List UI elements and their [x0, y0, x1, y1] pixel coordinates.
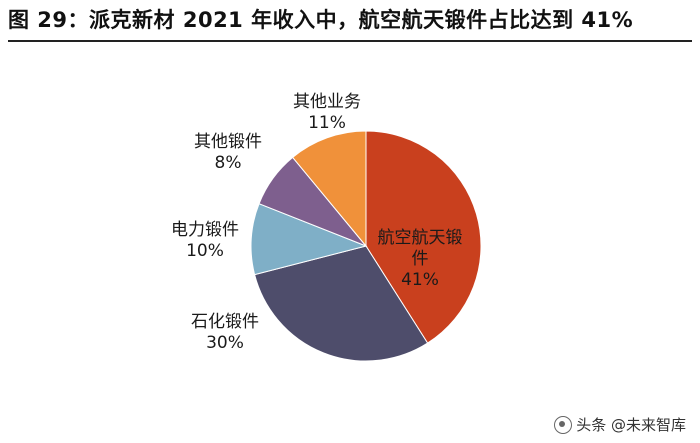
label-petrochemical: 石化锻件 30% — [170, 312, 280, 354]
label-other-forgings-name: 其他锻件 — [194, 132, 262, 152]
title-divider — [8, 40, 692, 42]
label-other-business-value: 11% — [308, 113, 346, 133]
slice-power — [250, 203, 368, 276]
slice-other-business — [291, 130, 367, 248]
label-petrochemical-value: 30% — [206, 333, 244, 353]
label-aerospace: 航空航天锻件 41% — [360, 228, 480, 291]
slice-aerospace — [365, 130, 482, 344]
label-other-forgings: 其他锻件 8% — [178, 132, 278, 174]
watermark-icon — [554, 415, 573, 434]
label-power-value: 10% — [186, 241, 224, 261]
label-petrochemical-name: 石化锻件 — [191, 312, 259, 332]
label-other-forgings-value: 8% — [214, 153, 242, 173]
label-other-business: 其他业务 11% — [272, 92, 382, 134]
watermark: 头条 @未来智库 — [554, 414, 686, 435]
figure-title: 图 29：派克新材 2021 年收入中，航空航天锻件占比达到 41% — [8, 8, 634, 32]
slice-petrochemical — [254, 245, 429, 362]
label-power-name: 电力锻件 — [171, 220, 239, 240]
label-aerospace-name: 航空航天锻件 — [377, 228, 463, 269]
label-other-business-name: 其他业务 — [293, 92, 361, 112]
watermark-text: 头条 @未来智库 — [576, 416, 686, 434]
label-aerospace-value: 41% — [401, 270, 439, 290]
label-power: 电力锻件 10% — [150, 220, 260, 262]
